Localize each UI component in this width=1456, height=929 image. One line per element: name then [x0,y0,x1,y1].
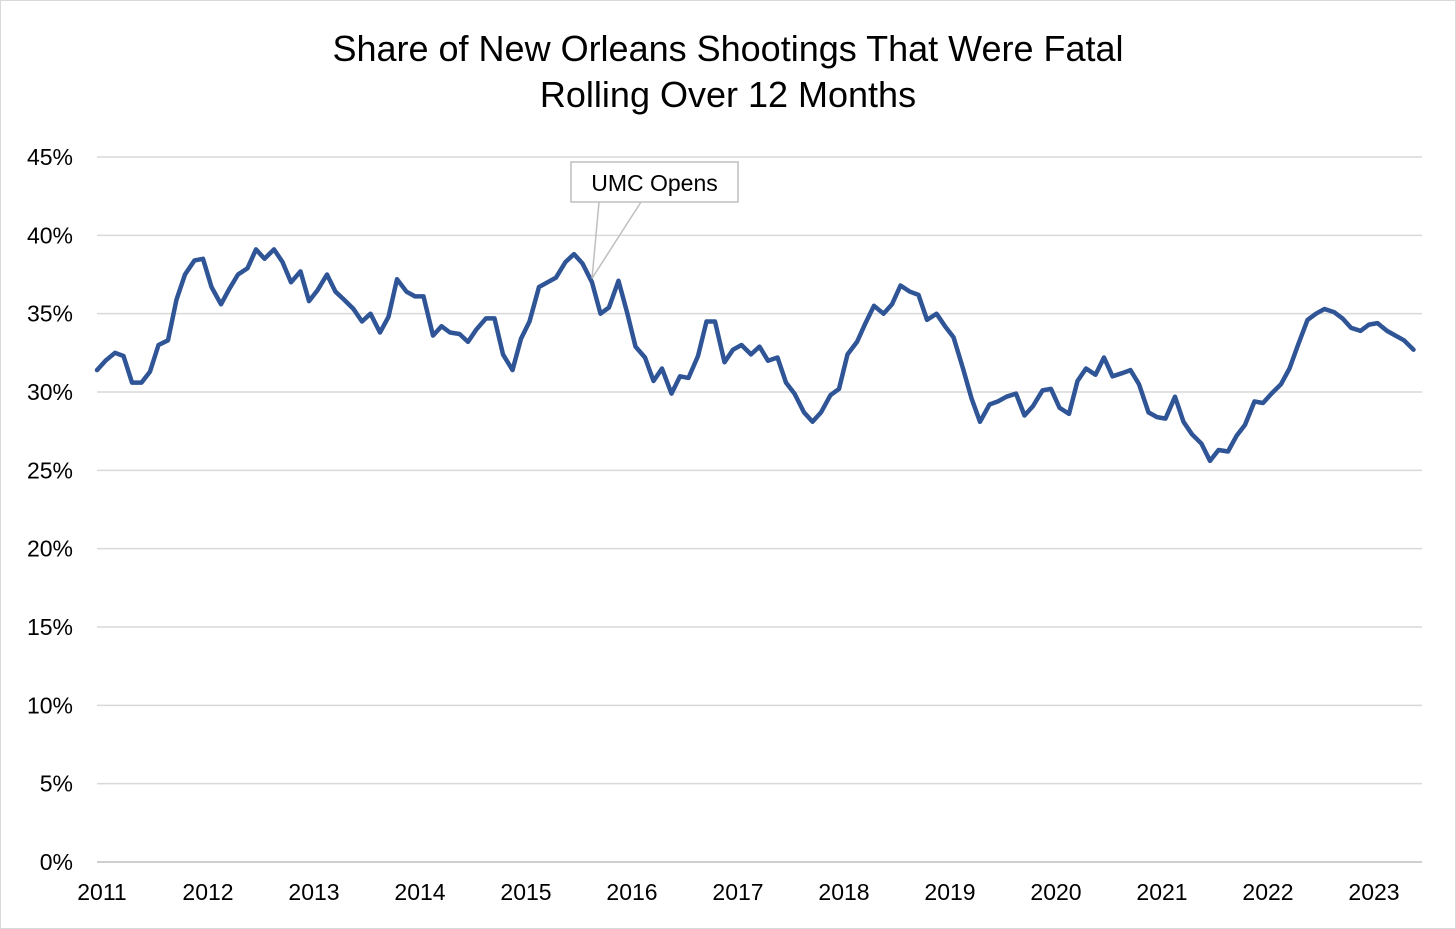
x-tick-label: 2023 [1348,879,1399,905]
y-tick-label: 40% [27,222,73,248]
x-tick-label: 2012 [182,879,233,905]
x-tick-label: 2013 [288,879,339,905]
y-tick-label: 35% [27,301,73,327]
chart-title: Share of New Orleans Shootings That Were… [332,28,1124,69]
annotation-label: UMC Opens [591,170,718,196]
annotation-box [570,161,739,203]
x-tick-label: 2020 [1030,879,1081,905]
x-tick-label: 2021 [1136,879,1187,905]
y-tick-label: 25% [27,457,73,483]
annotation-leader-right [591,201,642,279]
chart-title-block: Share of New Orleans Shootings That Were… [0,26,1456,118]
y-axis: 0% 5% 10% 15% 20% 25% 30% 35% 40% 45% [27,144,73,875]
y-tick-label: 5% [40,771,73,797]
x-tick-label: 2014 [394,879,445,905]
annotation-callout: UMC Opens [570,161,739,279]
y-tick-label: 0% [40,849,73,875]
x-axis: 2011 2012 2013 2014 2015 2016 2017 2018 2019 2020… [77,879,1399,905]
x-tick-label: 2018 [818,879,869,905]
gridlines [97,156,1422,863]
series-layer [94,247,1416,464]
x-tick-label: 2017 [712,879,763,905]
y-tick-label: 30% [27,379,73,405]
x-tick-label: 2016 [606,879,657,905]
y-tick-label: 15% [27,614,73,640]
x-tick-label: 2019 [924,879,975,905]
x-tick-label: 2011 [77,879,126,905]
y-tick-label: 45% [27,144,73,170]
y-tick-label: 20% [27,536,73,562]
annotation-leader-left [591,201,600,279]
y-tick-label: 10% [27,692,73,718]
chart-subtitle: Rolling Over 12 Months [539,74,917,115]
series-line [94,247,1416,464]
x-tick-label: 2015 [500,879,551,905]
x-tick-label: 2022 [1242,879,1293,905]
